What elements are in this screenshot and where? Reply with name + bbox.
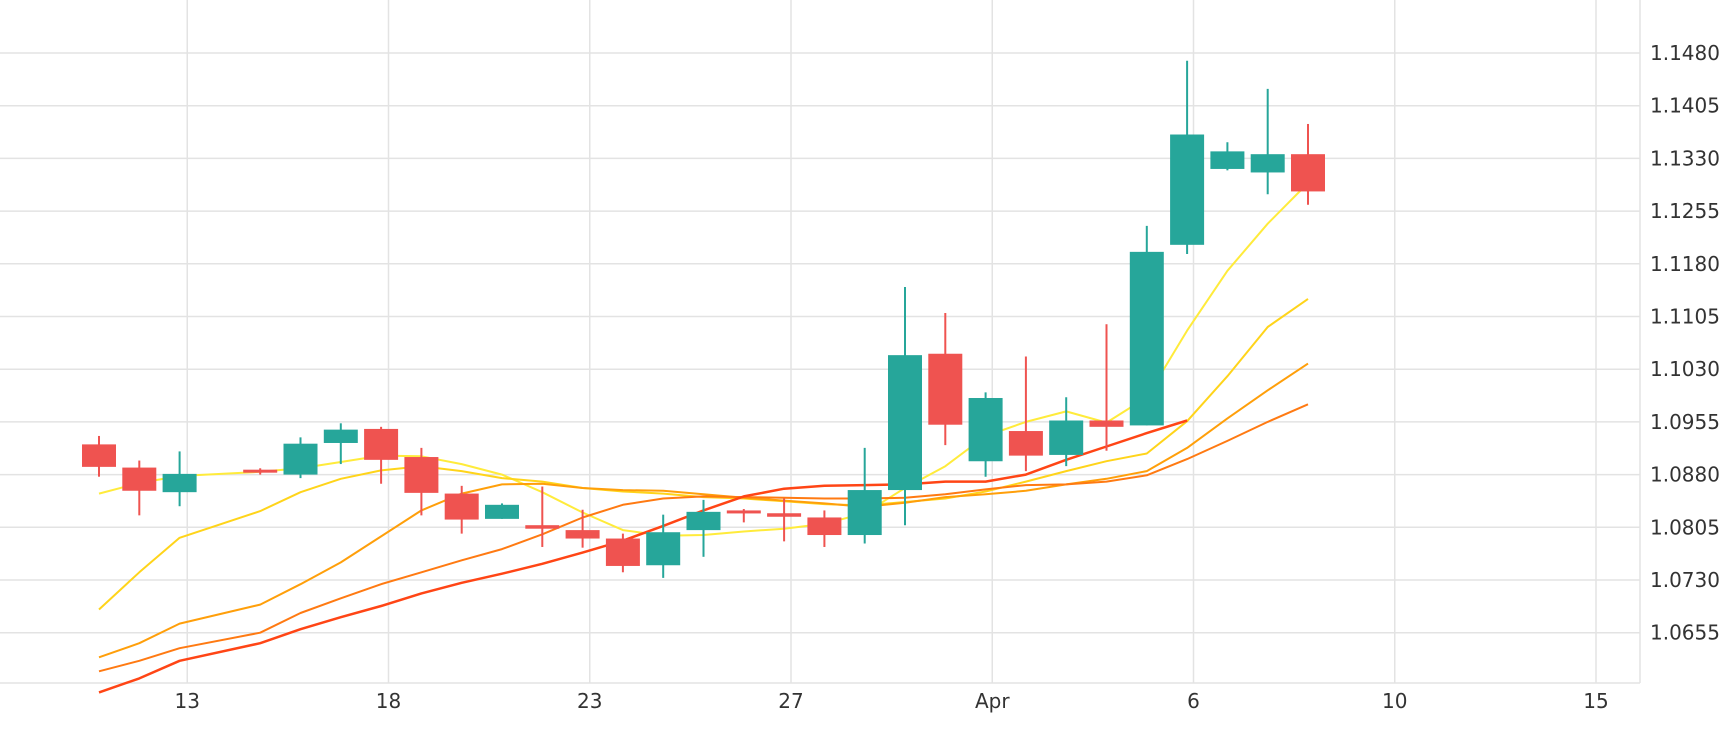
candle xyxy=(726,509,761,523)
moving-average-line xyxy=(98,298,1309,611)
candle xyxy=(968,392,1003,477)
y-tick-label: 1.0955 xyxy=(1650,410,1720,434)
candle-body xyxy=(1210,151,1245,169)
candle-body xyxy=(1291,154,1325,192)
candle xyxy=(243,468,278,475)
candle xyxy=(82,435,116,477)
candle-body xyxy=(1250,154,1285,173)
moving-average-layer xyxy=(98,182,1309,694)
candle-body xyxy=(1008,431,1043,456)
candle xyxy=(767,498,802,542)
grid-layer xyxy=(0,0,1641,684)
candle xyxy=(283,437,318,479)
y-tick-label: 1.0805 xyxy=(1650,515,1720,539)
y-tick-label: 1.0730 xyxy=(1650,568,1720,592)
candle-body xyxy=(122,467,157,491)
candle-body xyxy=(1129,251,1164,426)
candle-body xyxy=(686,511,721,531)
y-tick-label: 1.1330 xyxy=(1650,146,1720,170)
candle xyxy=(1170,60,1205,254)
candle-body xyxy=(888,355,922,491)
candle-body xyxy=(1049,420,1084,455)
candle-body xyxy=(847,490,882,536)
x-tick-label: 13 xyxy=(175,689,200,713)
axis-layer: 1.1480 1.1405 1.1330 1.1255 1.1180 1.1105 1.10… xyxy=(175,41,1720,713)
candle-body xyxy=(485,504,519,519)
y-tick-label: 1.1105 xyxy=(1650,305,1720,329)
candle xyxy=(1049,397,1084,467)
candle-body xyxy=(968,398,1003,462)
candle-body xyxy=(1089,420,1124,427)
candle xyxy=(1129,225,1164,426)
candle xyxy=(525,486,560,547)
candle-body xyxy=(767,513,802,517)
candle-body xyxy=(928,353,963,425)
moving-average-line xyxy=(98,419,1188,694)
candle xyxy=(807,510,842,547)
candle xyxy=(646,514,681,578)
candle xyxy=(686,499,721,557)
candle xyxy=(1089,324,1124,451)
candle-body xyxy=(1170,134,1205,245)
candle xyxy=(122,460,157,516)
x-tick-label: 18 xyxy=(376,689,401,713)
candle xyxy=(444,485,479,534)
candle-body xyxy=(364,428,399,460)
x-tick-label: 15 xyxy=(1583,689,1608,713)
candle-body xyxy=(162,473,197,493)
candle xyxy=(162,451,197,507)
candle-body xyxy=(565,530,600,539)
y-tick-label: 1.1180 xyxy=(1650,252,1720,276)
candle-body xyxy=(82,444,116,467)
candle xyxy=(1008,356,1043,472)
candle xyxy=(928,312,963,446)
candle xyxy=(1250,88,1285,195)
y-tick-label: 1.0880 xyxy=(1650,463,1720,487)
candle-body xyxy=(605,538,640,566)
y-tick-label: 1.1480 xyxy=(1650,41,1720,65)
candle-body xyxy=(726,510,761,514)
y-tick-label: 1.1255 xyxy=(1650,199,1720,223)
candle-layer xyxy=(82,60,1325,578)
y-tick-label: 1.1030 xyxy=(1650,357,1720,381)
y-tick-label: 1.1405 xyxy=(1650,94,1720,118)
candle-body xyxy=(323,429,358,443)
x-tick-label: 6 xyxy=(1187,689,1200,713)
x-tick-label: 27 xyxy=(778,689,803,713)
candle xyxy=(565,509,600,548)
candle-body xyxy=(283,443,318,475)
candle-body xyxy=(646,532,681,566)
candle xyxy=(605,533,640,573)
candle xyxy=(323,423,358,465)
candle-body xyxy=(444,493,479,520)
candle-body xyxy=(243,469,278,473)
candle xyxy=(847,447,882,544)
candle xyxy=(888,286,922,526)
candle-body xyxy=(807,517,842,536)
candle xyxy=(404,447,439,516)
moving-average-line xyxy=(98,182,1309,537)
x-tick-label: 10 xyxy=(1382,689,1407,713)
moving-average-line xyxy=(98,403,1309,673)
candle xyxy=(1291,123,1325,205)
candle xyxy=(1210,142,1245,171)
candle xyxy=(485,503,519,519)
candle xyxy=(364,426,399,484)
candle-body xyxy=(525,525,560,529)
y-tick-label: 1.0655 xyxy=(1650,621,1720,645)
x-tick-label: 23 xyxy=(577,689,602,713)
candle-body xyxy=(404,457,439,493)
x-tick-label: Apr xyxy=(975,689,1010,713)
